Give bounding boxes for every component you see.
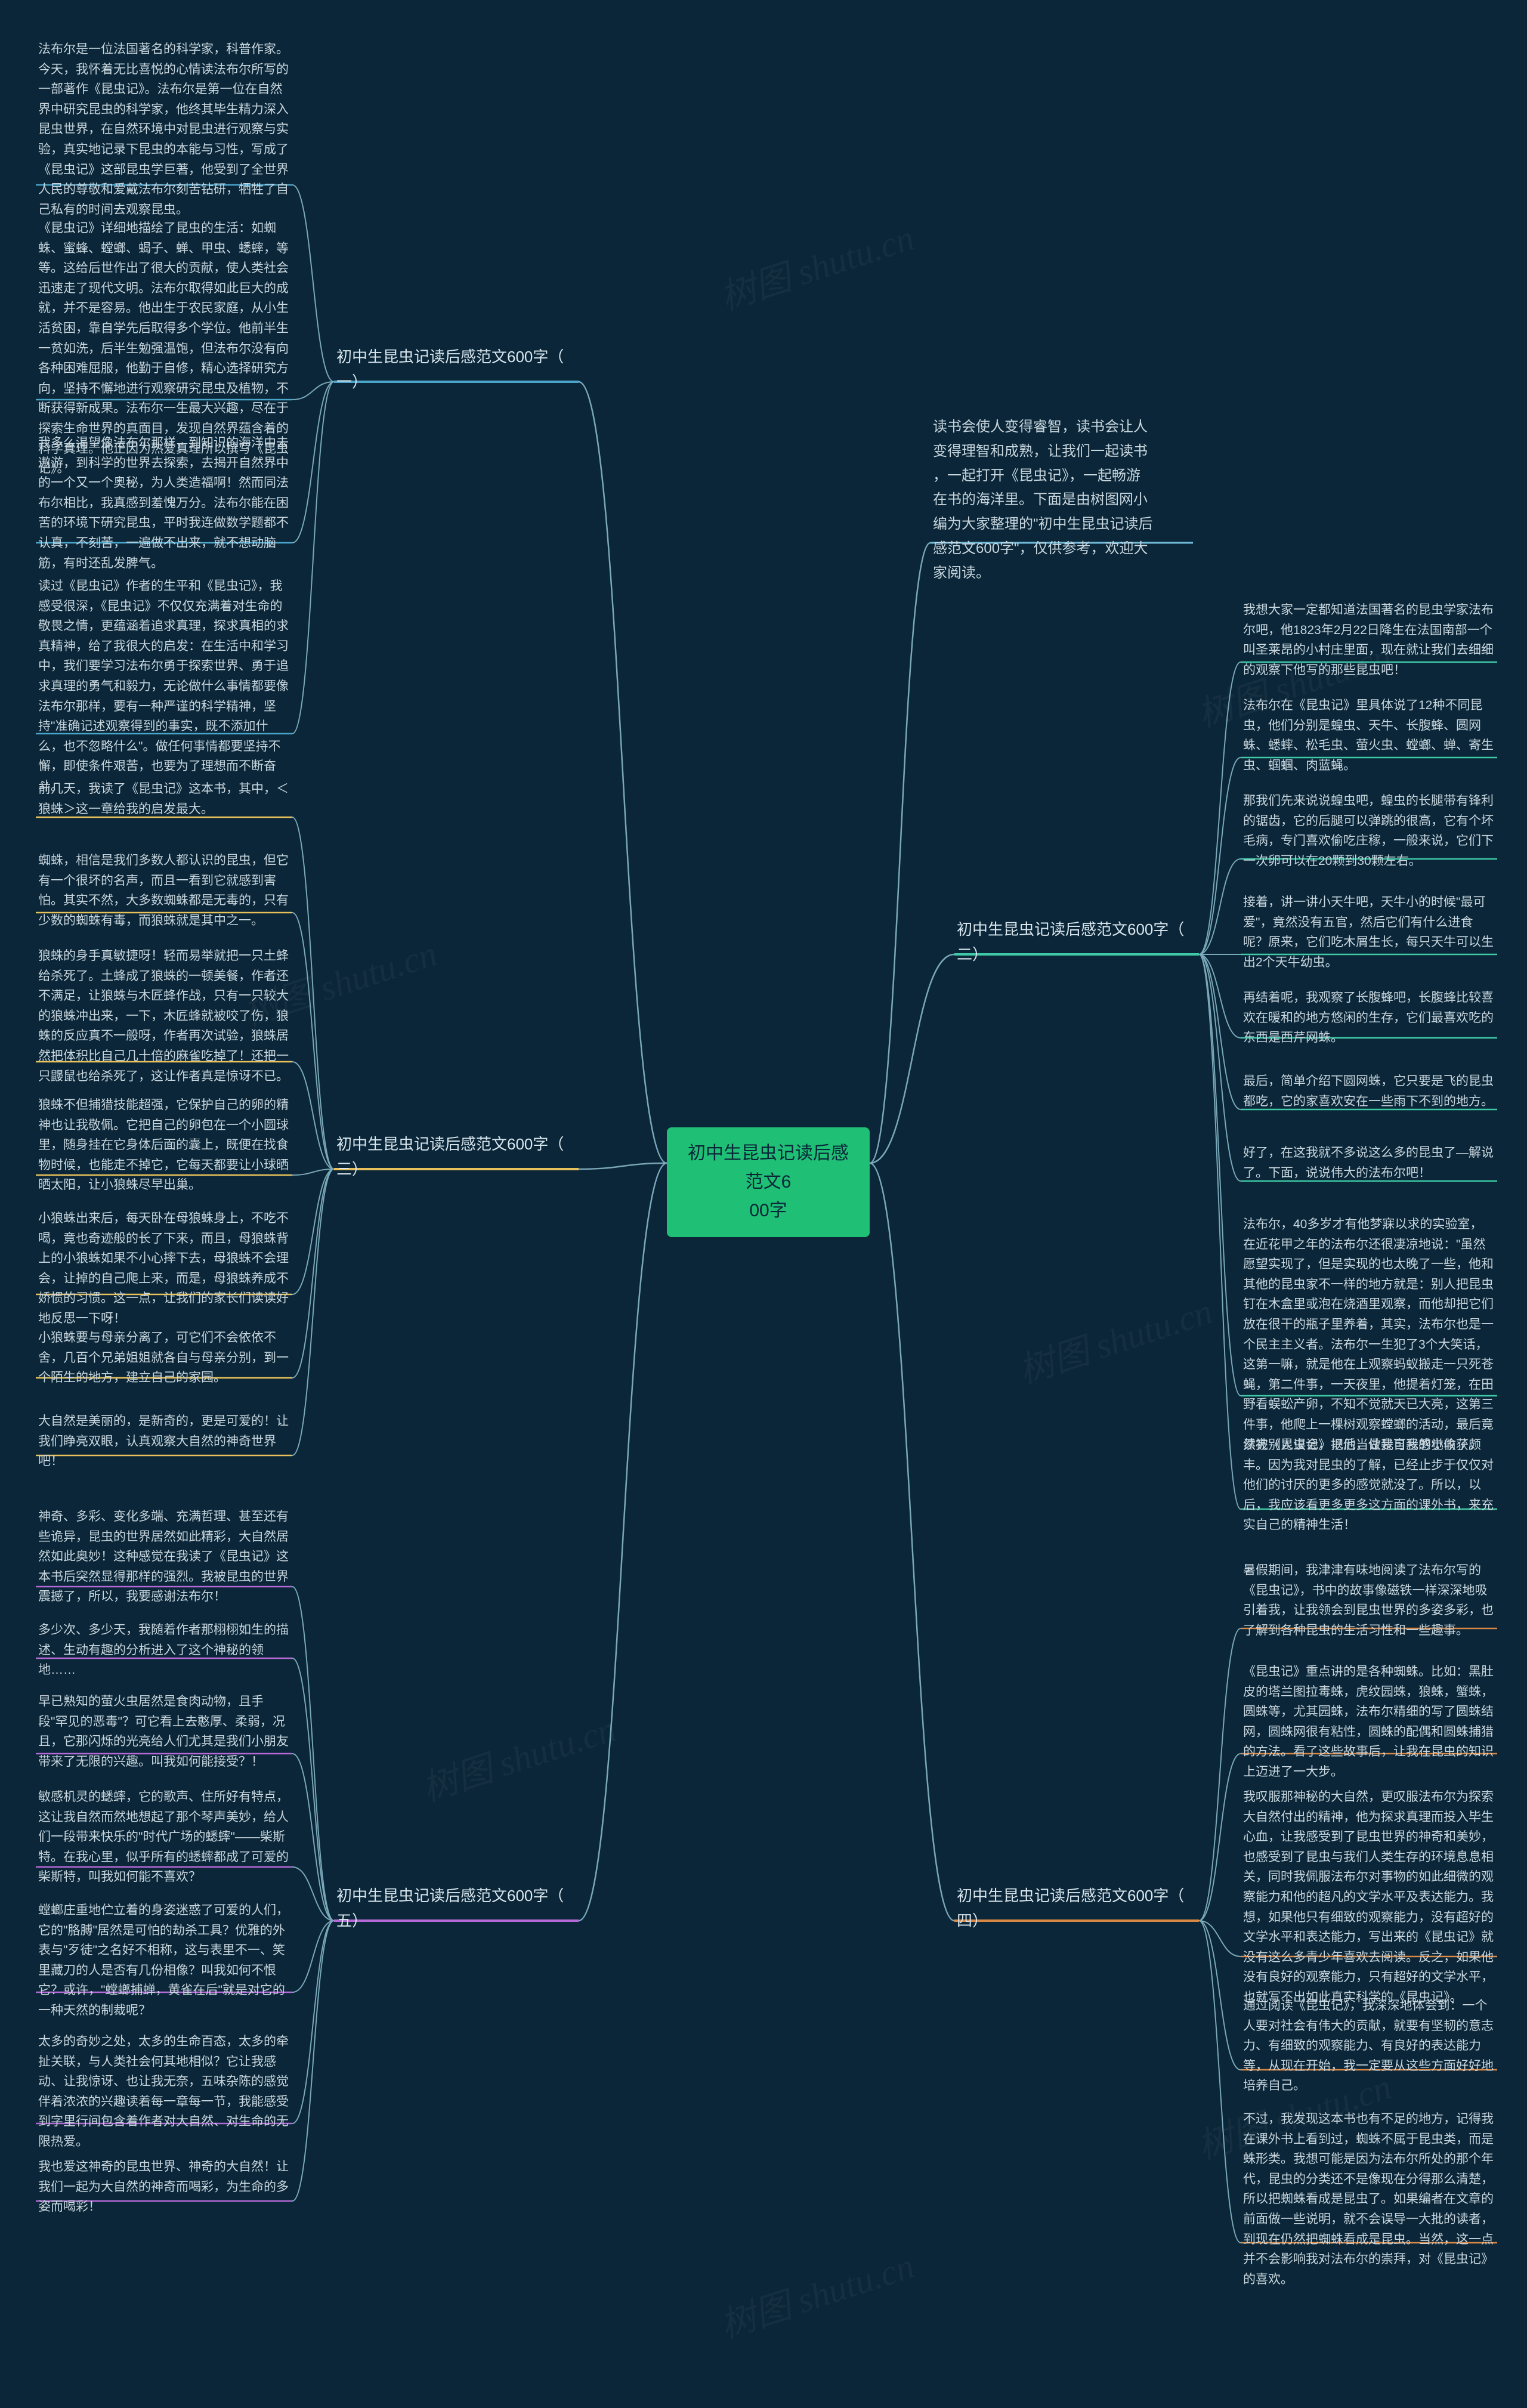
leaf-five-0: 神奇、多彩、变化多端、充满哲理、甚至还有些诡异，昆虫的世界居然如此精彩，大自然居… <box>36 1503 292 1611</box>
leaf-two-0: 我想大家一定都知道法国著名的昆虫学家法布尔吧，他1823年2月22日降生在法国南… <box>1241 596 1497 684</box>
leaf-five-6: 我也爱这神奇的昆虫世界、神奇的大自然！让我们一起为大自然的神奇而喝彩，为生命的多… <box>36 2153 292 2221</box>
branch-four: 初中生昆虫记读后感范文600字（ 四） <box>954 1879 1199 1938</box>
leaf-three-6: 大自然是美丽的，是新奇的，更是可爱的！让我们睁亮双眼，认真观察大自然的神奇世界吧… <box>36 1408 292 1475</box>
leaf-one-0: 法布尔是一位法国著名的科学家，科普作家。今天，我怀着无比喜悦的心情读法布尔所写的… <box>36 36 292 223</box>
leaf-one-2: 我多么渴望像法布尔那样，到知识的海洋中去遨游，到科学的世界去探索，去揭开自然界中… <box>36 429 292 577</box>
leaf-three-4: 小狼蛛出来后，每天卧在母狼蛛身上，不吃不喝，竟也奇迹般的长了下来，而且，母狼蛛背… <box>36 1205 292 1333</box>
leaf-five-2: 早已熟知的萤火虫居然是食肉动物，且手段"罕见的恶毒"？可它看上去憨厚、柔弱，况且… <box>36 1688 292 1775</box>
intro-text: 读书会使人变得睿智，读书会让人 变得理智和成熟，让我们一起读书 ，一起打开《昆虫… <box>931 412 1193 589</box>
leaf-five-4: 螳螂庄重地伫立着的身姿迷惑了可爱的人们，它的"胳膊"居然是可怕的劫杀工具？优雅的… <box>36 1897 292 2024</box>
leaf-five-5: 太多的奇妙之处，太多的生命百态，太多的牵扯关联，与人类社会何其地相似？它让我感动… <box>36 2028 292 2156</box>
leaf-three-2: 狼蛛的身手真敏捷呀！轻而易举就把一只土蜂给杀死了。土蜂成了狼蛛的一顿美餐，作者还… <box>36 942 292 1090</box>
watermark: 树图 shutu.cn <box>713 209 920 320</box>
watermark: 树图 shutu.cn <box>415 1700 622 1812</box>
branch-five: 初中生昆虫记读后感范文600字（ 五） <box>334 1879 579 1938</box>
leaf-two-5: 最后，简单介绍下圆网蛛，它只要是飞的昆虫都吃，它的家喜欢安在一些雨下不到的地方。 <box>1241 1068 1497 1115</box>
leaf-two-2: 那我们先来说说蝗虫吧，蝗虫的长腿带有锋利的锯齿，它的后腿可以弹跳的很高，它有个坏… <box>1241 787 1497 874</box>
leaf-two-4: 再结着呢，我观察了长腹蜂吧，长腹蜂比较喜欢在暖和的地方悠闲的生存，它们最喜欢吃的… <box>1241 984 1497 1052</box>
leaf-two-7: 法布尔，40多岁才有他梦寐以求的实验室，在近花甲之年的法布尔还很凄凉地说："虽然… <box>1241 1211 1497 1458</box>
watermark: 树图 shutu.cn <box>1011 1282 1218 1394</box>
leaf-four-3: 通过阅读《昆虫记》，我深深地体会到：一个人要对社会有伟大的贡献，就要有坚韧的意志… <box>1241 1992 1497 2100</box>
branch-three: 初中生昆虫记读后感范文600字（ 三） <box>334 1127 579 1186</box>
leaf-three-1: 蜘蛛，相信是我们多数人都认识的昆虫，但它有一个很坏的名声，而且一看到它就感到害怕… <box>36 847 292 934</box>
leaf-five-1: 多少次、多少天，我随着作者那栩栩如生的描述、生动有趣的分析进入了这个神秘的领地…… <box>36 1616 292 1684</box>
leaf-three-0: 前几天，我读了《昆虫记》这本书，其中，＜狼蛛＞这一章给我的启发最大。 <box>36 775 292 823</box>
center-topic: 初中生昆虫记读后感范文6 00字 <box>667 1127 870 1237</box>
leaf-two-6: 好了，在这我就不多说这么多的昆虫了—解说了。下面，说说伟大的法布尔吧！ <box>1241 1139 1497 1187</box>
leaf-five-3: 敏感机灵的蟋蟀，它的歌声、住所好有特点，这让我自然而然地想起了那个琴声美妙，给人… <box>36 1783 292 1891</box>
leaf-two-1: 法布尔在《昆虫记》里具体说了12种不同昆虫，他们分别是蝗虫、天牛、长腹蜂、圆网蛛… <box>1241 692 1497 779</box>
leaf-two-3: 接着，讲一讲小天牛吧，天牛小的时候"最可爱"，竟然没有五官，然后它们有什么进食呢… <box>1241 889 1497 976</box>
leaf-three-3: 狼蛛不但捕猎技能超强，它保护自己的卵的精神也让我敬佩。它把自己的卵包在一个小圆球… <box>36 1092 292 1199</box>
leaf-three-5: 小狼蛛要与母亲分离了，可它们不会依依不舍，几百个兄弟姐姐就各自与母亲分别，到一个… <box>36 1324 292 1392</box>
leaf-two-8: 读完《昆虫记》以后，让我自我感觉收获颇丰。因为我对昆虫的了解，已经止步于仅仅对他… <box>1241 1432 1497 1539</box>
leaf-four-4: 不过，我发现这本书也有不足的地方，记得我在课外书上看到过，蜘蛛不属于昆虫类，而是… <box>1241 2106 1497 2293</box>
leaf-four-2: 我叹服那神秘的大自然，更叹服法布尔为探索大自然付出的精神，他为探求真理而投入毕生… <box>1241 1783 1497 2011</box>
branch-one: 初中生昆虫记读后感范文600字（ 一） <box>334 340 579 399</box>
leaf-one-3: 读过《昆虫记》作者的生平和《昆虫记》，我感受很深，《昆虫记》不仅仅充满着对生命的… <box>36 573 292 800</box>
leaf-four-1: 《昆虫记》重点讲的是各种蜘蛛。比如：黑肚皮的塔兰图拉毒蛛，虎纹园蛛，狼蛛，蟹蛛，… <box>1241 1658 1497 1786</box>
watermark: 树图 shutu.cn <box>713 2237 920 2348</box>
branch-two: 初中生昆虫记读后感范文600字（ 二） <box>954 913 1199 972</box>
leaf-four-0: 暑假期间，我津津有味地阅读了法布尔写的《昆虫记》，书中的故事像磁铁一样深深地吸引… <box>1241 1557 1497 1644</box>
